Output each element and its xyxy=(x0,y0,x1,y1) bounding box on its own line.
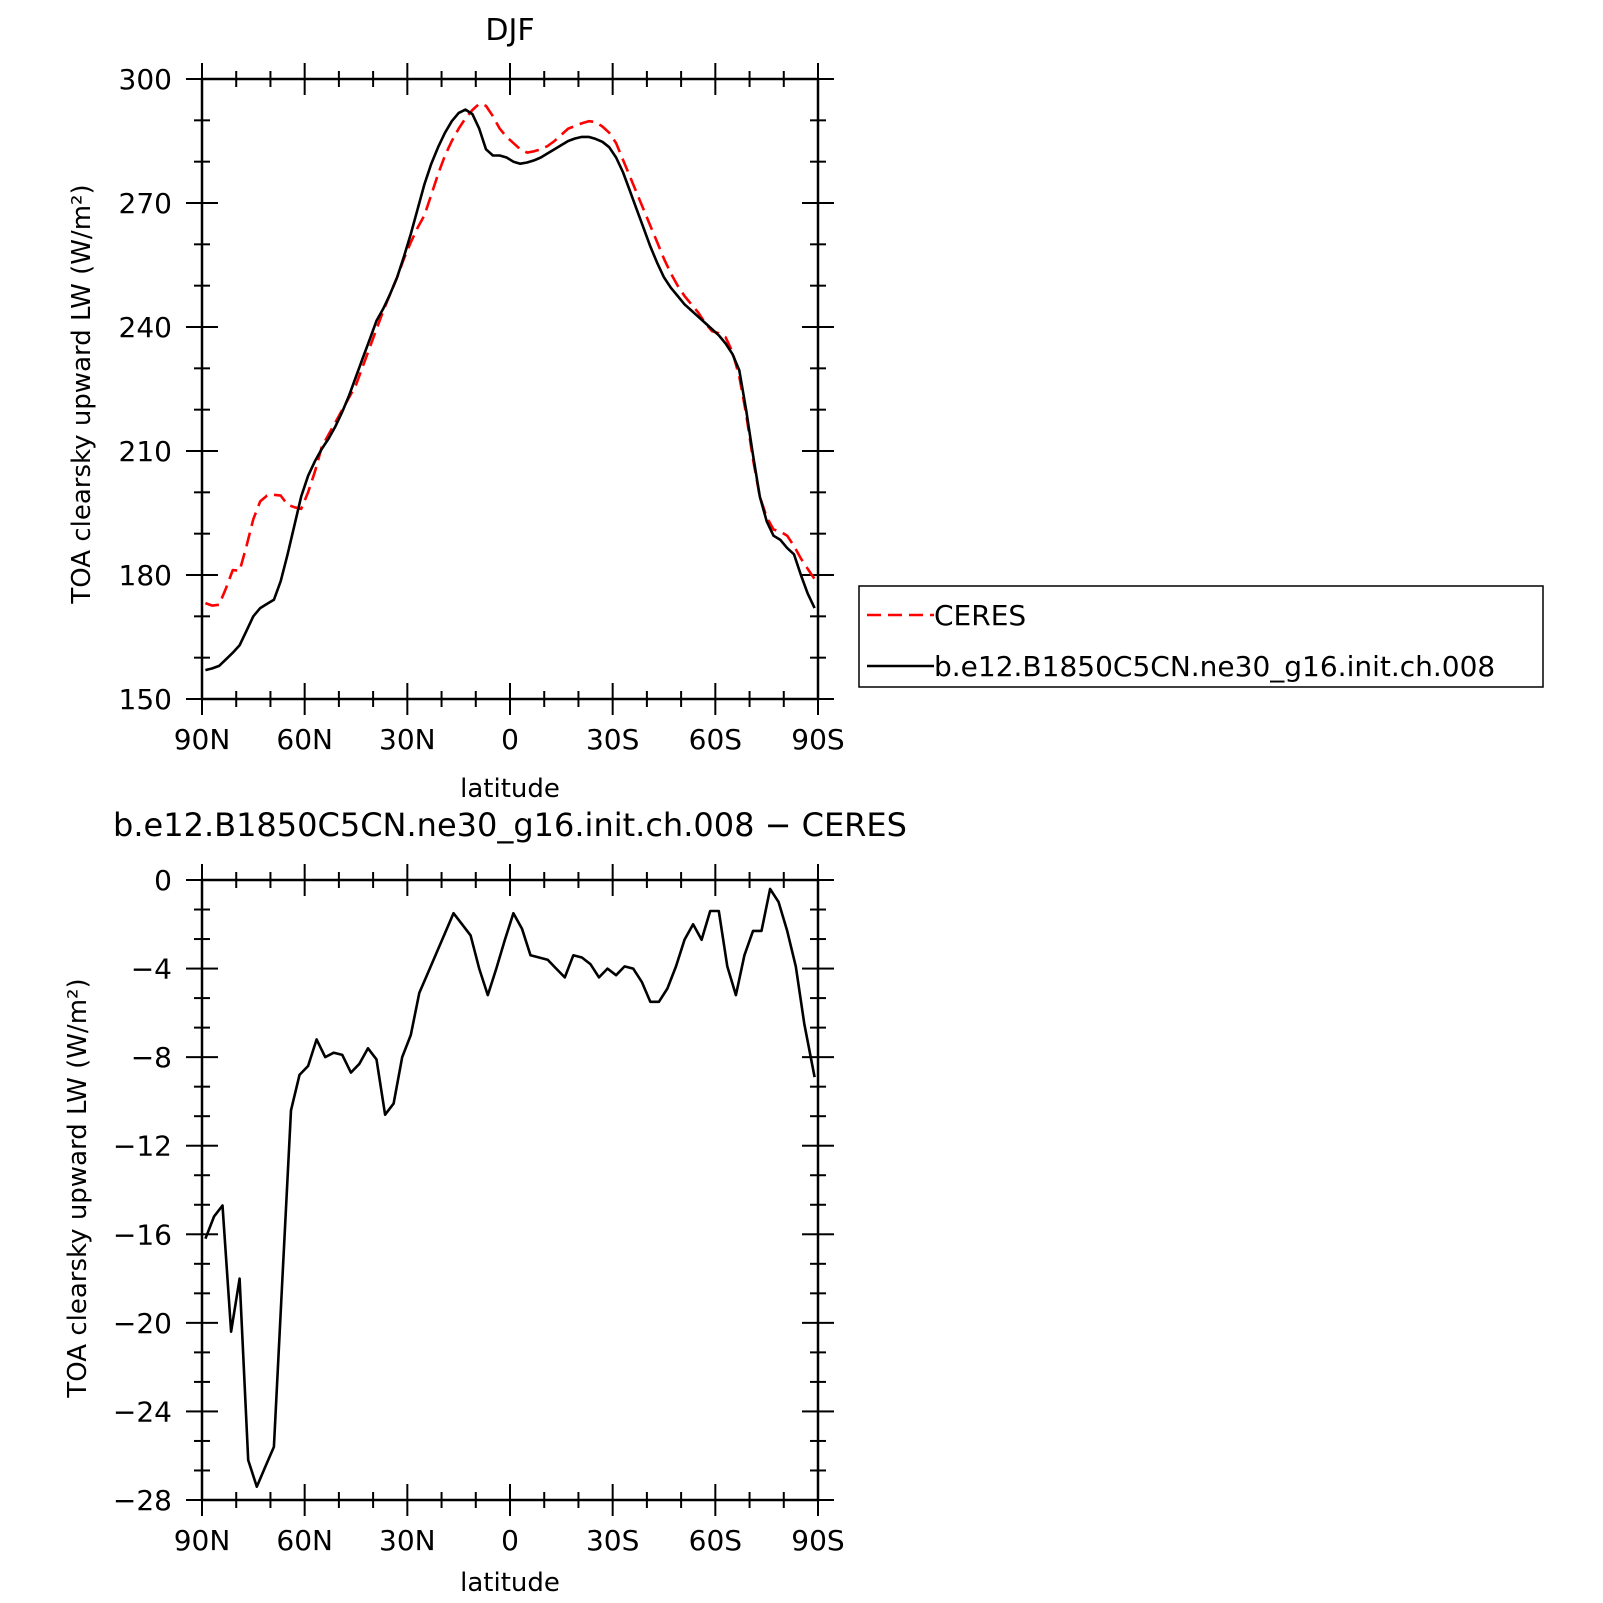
top-panel-ticks: 90N 60N 30N 0 30S 60S 90S 150 180 210 240 270 300 xyxy=(119,63,845,756)
legend: CERES b.e12.B1850C5CN.ne30_g16.init.ch.0… xyxy=(858,585,1544,688)
top-panel-series-line-1 xyxy=(205,108,816,672)
bottom-panel-y-tick-label: −20 xyxy=(113,1307,172,1340)
top-panel-x-tick-label: 0 xyxy=(501,723,519,756)
bottom-panel-x-tick-label: 0 xyxy=(501,1524,519,1557)
top-panel: DJF TOA clearsky upward LW (W/m²) latitu… xyxy=(67,13,845,804)
top-panel-y-tick-label: 180 xyxy=(119,559,172,592)
bottom-panel-x-tick-label: 90S xyxy=(791,1524,844,1557)
bottom-panel-x-tick-label: 60N xyxy=(276,1524,333,1557)
top-panel-series-line-0 xyxy=(204,102,816,607)
top-panel-y-axis-label: TOA clearsky upward LW (W/m²) xyxy=(67,184,97,604)
top-panel-x-tick-label: 30S xyxy=(586,723,639,756)
top-panel-x-tick-label: 90N xyxy=(174,723,231,756)
bottom-panel-x-tick-label: 30S xyxy=(586,1524,639,1557)
bottom-panel-y-tick-label: −12 xyxy=(113,1130,172,1163)
top-panel-x-tick-label: 90S xyxy=(791,723,844,756)
bottom-panel-y-tick-label: −16 xyxy=(113,1218,172,1251)
top-panel-y-tick-label: 210 xyxy=(119,435,172,468)
top-panel-y-tick-label: 300 xyxy=(119,63,172,96)
bottom-panel-y-axis-label: TOA clearsky upward LW (W/m²) xyxy=(63,978,93,1398)
top-panel-x-tick-label: 60N xyxy=(276,723,333,756)
bottom-panel-y-tick-label: 0 xyxy=(154,864,172,897)
legend-box xyxy=(858,585,1544,688)
bottom-panel-series-line-0 xyxy=(204,887,816,1488)
top-panel-x-tick-label: 60S xyxy=(689,723,742,756)
top-panel-y-tick-label: 240 xyxy=(119,311,172,344)
top-panel-title: DJF xyxy=(485,13,534,48)
bottom-plot-frame xyxy=(200,878,820,1502)
bottom-panel-x-tick-label: 60S xyxy=(689,1524,742,1557)
bottom-panel-y-tick-label: −24 xyxy=(113,1395,172,1428)
top-plot-frame xyxy=(200,77,820,701)
legend-model-label: b.e12.B1850C5CN.ne30_g16.init.ch.008 xyxy=(934,650,1495,683)
top-panel-x-axis-label: latitude xyxy=(460,774,560,804)
bottom-panel-x-tick-label: 30N xyxy=(379,1524,436,1557)
bottom-panel-y-tick-label: −8 xyxy=(131,1041,172,1074)
top-panel-y-tick-label: 150 xyxy=(119,683,172,716)
top-panel-series xyxy=(204,102,816,672)
bottom-panel-x-tick-label: 90N xyxy=(174,1524,231,1557)
bottom-panel-y-tick-label: −28 xyxy=(113,1484,172,1517)
bottom-panel-x-axis-label: latitude xyxy=(460,1568,560,1598)
bottom-panel-title: b.e12.B1850C5CN.ne30_g16.init.ch.008 − C… xyxy=(113,806,907,844)
bottom-panel: b.e12.B1850C5CN.ne30_g16.init.ch.008 − C… xyxy=(63,806,907,1598)
legend-ceres-label: CERES xyxy=(934,599,1026,632)
bottom-panel-y-tick-label: −4 xyxy=(131,953,172,986)
top-panel-x-tick-label: 30N xyxy=(379,723,436,756)
top-panel-y-tick-label: 270 xyxy=(119,187,172,220)
bottom-panel-series xyxy=(204,887,816,1488)
